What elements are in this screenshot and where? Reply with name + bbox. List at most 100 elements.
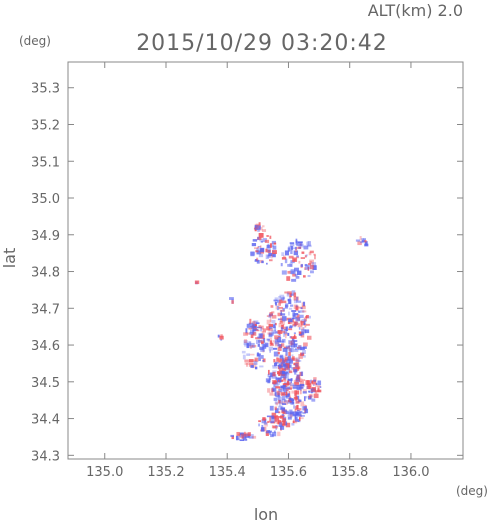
data-cell xyxy=(284,326,287,331)
data-cell xyxy=(239,435,242,438)
data-cell xyxy=(270,417,276,422)
data-cell xyxy=(313,379,317,382)
data-cell xyxy=(285,410,289,415)
data-cell xyxy=(277,351,280,355)
data-cell xyxy=(251,325,254,328)
data-cell xyxy=(281,319,286,323)
data-cell xyxy=(295,348,297,351)
data-cell xyxy=(261,260,264,264)
data-cell xyxy=(300,334,305,338)
data-cell xyxy=(294,406,298,410)
data-cell xyxy=(266,415,272,418)
y-unit-label: (deg) xyxy=(19,34,51,48)
data-cell xyxy=(266,315,272,317)
data-cell xyxy=(285,386,291,390)
data-cell xyxy=(259,238,264,242)
data-cell xyxy=(312,265,317,270)
data-cell xyxy=(298,399,302,402)
x-tick-label: 135.4 xyxy=(209,465,246,480)
data-cell xyxy=(252,435,257,439)
x-tick-label: 135.8 xyxy=(331,465,368,480)
data-cell xyxy=(259,346,264,350)
data-cell xyxy=(262,426,267,432)
data-cell xyxy=(249,345,253,348)
data-cell xyxy=(269,430,272,435)
data-cell xyxy=(220,339,223,341)
data-cell xyxy=(300,371,304,377)
data-cell xyxy=(296,404,299,409)
data-cell xyxy=(288,299,292,304)
data-cell xyxy=(269,392,274,396)
data-cell xyxy=(299,310,305,313)
data-cell xyxy=(281,257,287,260)
data-cell xyxy=(252,325,257,330)
data-cell xyxy=(289,242,295,245)
data-cell xyxy=(281,401,286,405)
data-cell xyxy=(261,419,267,424)
data-cell xyxy=(269,243,272,248)
data-cell xyxy=(290,293,295,296)
data-cell xyxy=(258,225,261,230)
data-cell xyxy=(283,328,288,334)
data-cell xyxy=(317,385,321,388)
data-cell xyxy=(293,340,296,344)
data-cell xyxy=(300,415,305,417)
data-cell xyxy=(275,382,279,385)
data-cell xyxy=(293,334,296,338)
data-cell xyxy=(297,345,302,351)
data-cell xyxy=(302,301,306,307)
data-cell xyxy=(285,364,290,369)
data-cell xyxy=(314,254,316,260)
data-cell xyxy=(258,233,264,238)
data-cell xyxy=(294,362,299,367)
data-cell xyxy=(312,388,316,393)
data-cell xyxy=(295,390,300,395)
data-cell xyxy=(311,389,316,391)
data-cell xyxy=(301,331,305,335)
data-cell xyxy=(257,336,260,339)
data-cell xyxy=(290,246,293,250)
data-cell xyxy=(310,264,314,270)
data-cell xyxy=(307,241,311,246)
data-cell xyxy=(287,270,291,274)
data-cell xyxy=(277,312,283,317)
data-cell xyxy=(289,411,294,415)
data-cell xyxy=(302,355,306,358)
data-cell xyxy=(315,390,318,394)
data-cell xyxy=(287,332,290,336)
data-cell xyxy=(269,312,273,316)
data-cell xyxy=(260,339,263,343)
data-cell xyxy=(300,257,306,259)
data-cell xyxy=(280,362,286,366)
data-cell xyxy=(289,270,295,275)
y-tick-label: 34.4 xyxy=(31,413,60,428)
data-cell xyxy=(244,359,249,365)
data-cell xyxy=(248,341,252,347)
x-axis-title: lon xyxy=(254,505,278,521)
data-cell xyxy=(289,385,293,389)
data-cell xyxy=(251,243,257,247)
data-cell xyxy=(276,338,278,341)
data-cell xyxy=(268,333,273,338)
data-cell xyxy=(292,273,296,277)
data-cell xyxy=(296,296,299,302)
data-cell xyxy=(285,303,289,308)
data-cell xyxy=(312,383,315,386)
data-cell xyxy=(293,357,298,361)
data-cell xyxy=(261,325,264,330)
data-cell xyxy=(292,314,297,320)
data-cell xyxy=(250,365,254,368)
data-cell xyxy=(217,334,220,338)
data-cell xyxy=(288,348,291,352)
data-cell xyxy=(295,275,300,279)
data-cell xyxy=(266,319,271,325)
data-cell xyxy=(231,300,234,304)
data-cell xyxy=(288,397,291,403)
data-cell xyxy=(279,403,281,407)
data-cell xyxy=(288,364,292,368)
data-cell xyxy=(255,322,260,325)
data-cell xyxy=(291,325,294,328)
data-cell xyxy=(275,386,280,389)
data-cell xyxy=(266,235,269,237)
data-cell xyxy=(274,420,278,423)
